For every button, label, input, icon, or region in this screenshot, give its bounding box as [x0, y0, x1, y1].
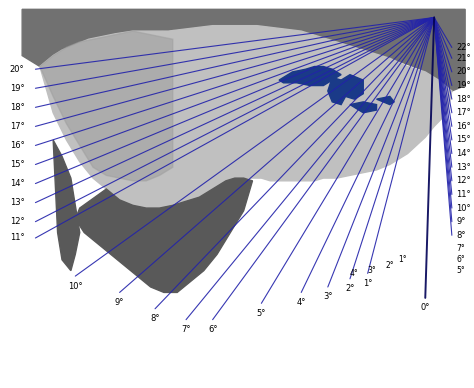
Polygon shape [22, 9, 465, 91]
Polygon shape [341, 74, 363, 99]
Text: 4°: 4° [350, 269, 359, 278]
Text: 7°: 7° [182, 325, 191, 334]
Text: 6°: 6° [456, 255, 465, 264]
Text: 14°: 14° [10, 179, 24, 188]
Polygon shape [279, 66, 341, 85]
Text: 17°: 17° [9, 122, 24, 131]
Text: 1°: 1° [399, 255, 407, 264]
Text: 17°: 17° [456, 108, 471, 117]
Text: 12°: 12° [456, 176, 471, 185]
Text: 18°: 18° [9, 103, 24, 112]
Text: 19°: 19° [10, 84, 24, 93]
Text: 18°: 18° [456, 95, 471, 104]
Text: 11°: 11° [456, 190, 471, 199]
Text: 2°: 2° [385, 261, 394, 270]
Text: 8°: 8° [150, 314, 160, 323]
Polygon shape [40, 31, 173, 181]
Polygon shape [350, 102, 376, 113]
Text: 20°: 20° [10, 65, 24, 74]
Text: 9°: 9° [456, 217, 465, 226]
Text: 9°: 9° [115, 298, 124, 307]
Text: 13°: 13° [9, 198, 24, 207]
Polygon shape [53, 140, 80, 271]
Text: 15°: 15° [456, 135, 471, 144]
Polygon shape [376, 97, 394, 105]
Text: 13°: 13° [456, 163, 471, 172]
Text: 6°: 6° [208, 325, 218, 334]
Text: 10°: 10° [68, 282, 82, 291]
Text: 12°: 12° [10, 217, 24, 226]
Text: 21°: 21° [456, 54, 471, 63]
Text: 0°: 0° [420, 303, 430, 312]
Text: 22°: 22° [456, 43, 471, 52]
Text: 14°: 14° [456, 149, 471, 158]
Text: 4°: 4° [297, 298, 306, 307]
Polygon shape [75, 178, 253, 293]
Text: 16°: 16° [9, 141, 24, 150]
Text: 19°: 19° [456, 81, 471, 90]
Text: 3°: 3° [323, 293, 333, 301]
Text: 16°: 16° [456, 122, 471, 131]
Text: 15°: 15° [10, 160, 24, 169]
Text: 5°: 5° [456, 266, 465, 275]
Text: 20°: 20° [456, 68, 471, 76]
Polygon shape [328, 77, 346, 105]
Text: 10°: 10° [456, 204, 471, 213]
Text: 7°: 7° [456, 244, 465, 253]
Text: 3°: 3° [368, 266, 376, 275]
Text: 11°: 11° [10, 234, 24, 242]
Text: 8°: 8° [456, 231, 466, 240]
Text: 1°: 1° [363, 279, 373, 288]
Polygon shape [40, 26, 452, 208]
Text: 5°: 5° [257, 309, 266, 318]
Text: 2°: 2° [345, 284, 355, 293]
